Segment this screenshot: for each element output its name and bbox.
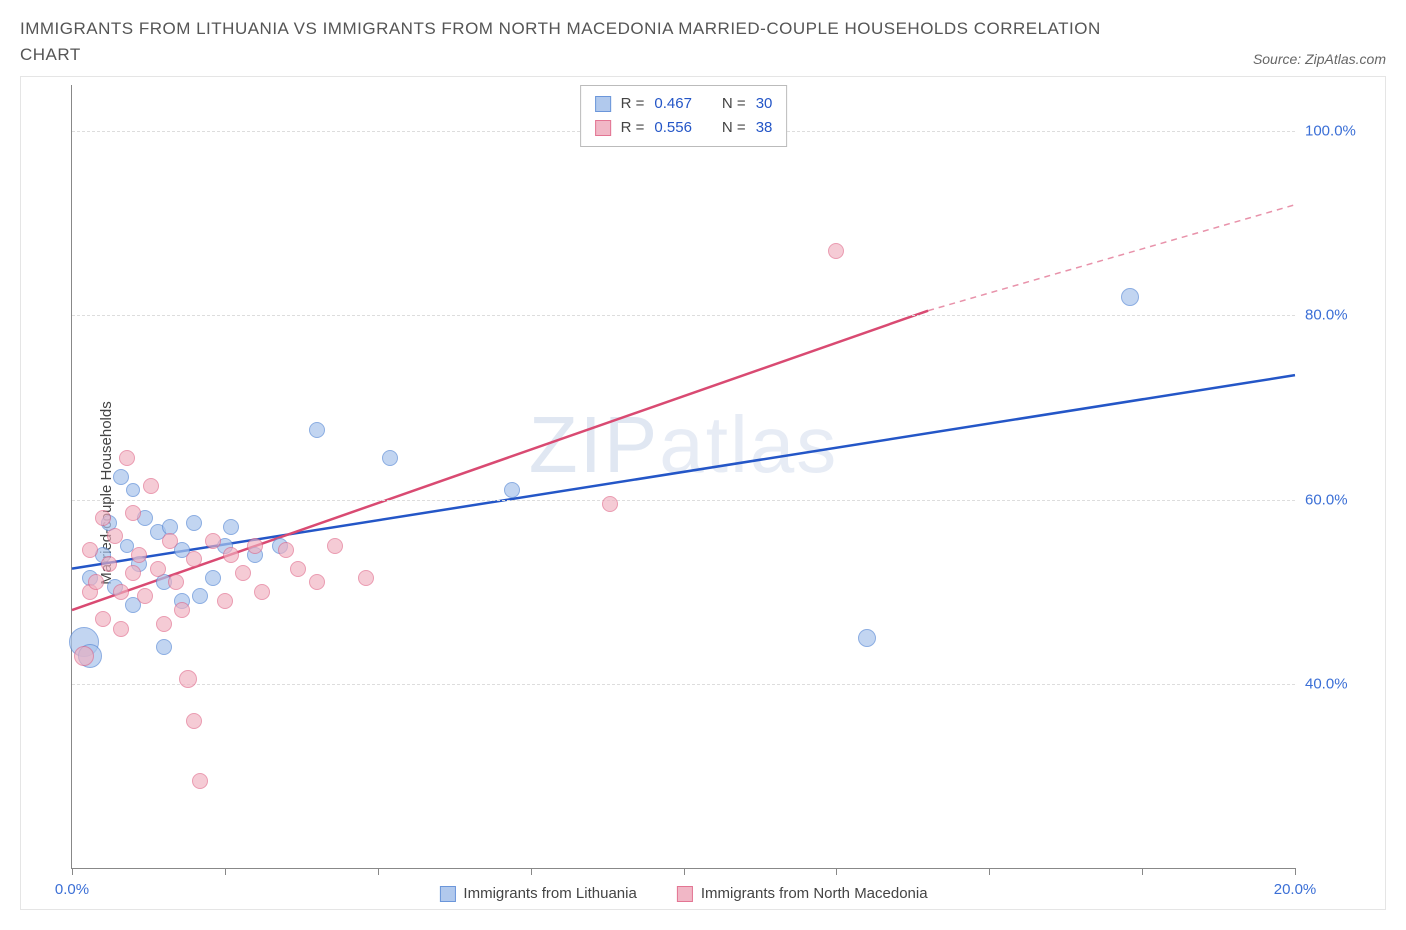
y-tick-label: 40.0% (1305, 675, 1375, 692)
legend-label-lithuania: Immigrants from Lithuania (463, 885, 636, 902)
data-point-north_macedonia (235, 565, 251, 581)
y-tick-label: 60.0% (1305, 491, 1375, 508)
stats-legend: R = 0.467 N = 30 R = 0.556 N = 38 (580, 85, 788, 147)
data-point-lithuania (1121, 288, 1139, 306)
data-point-lithuania (223, 519, 239, 535)
data-point-north_macedonia (162, 533, 178, 549)
data-point-north_macedonia (174, 602, 190, 618)
data-point-lithuania (126, 483, 140, 497)
x-tick-label: 20.0% (1274, 881, 1317, 898)
data-point-lithuania (192, 588, 208, 604)
n-value-lithuania: 30 (756, 92, 773, 116)
x-tick (225, 868, 226, 875)
stats-row-lithuania: R = 0.467 N = 30 (595, 92, 773, 116)
data-point-north_macedonia (186, 551, 202, 567)
data-point-north_macedonia (217, 593, 233, 609)
data-point-lithuania (858, 629, 876, 647)
data-point-north_macedonia (95, 510, 111, 526)
x-tick (72, 868, 73, 875)
gridline-h (72, 500, 1295, 501)
data-point-north_macedonia (168, 574, 184, 590)
stats-row-macedonia: R = 0.556 N = 38 (595, 116, 773, 140)
swatch-lithuania-icon (439, 886, 455, 902)
y-tick-label: 80.0% (1305, 307, 1375, 324)
data-point-north_macedonia (125, 505, 141, 521)
data-point-north_macedonia (150, 561, 166, 577)
swatch-lithuania (595, 96, 611, 112)
y-tick-label: 100.0% (1305, 123, 1375, 140)
chart-container: Married-couple Households ZIPatlas R = 0… (20, 76, 1386, 910)
data-point-north_macedonia (137, 588, 153, 604)
trend-line-north_macedonia (72, 311, 928, 610)
data-point-lithuania (205, 570, 221, 586)
x-tick (684, 868, 685, 875)
data-point-north_macedonia (131, 547, 147, 563)
data-point-north_macedonia (156, 616, 172, 632)
x-tick (378, 868, 379, 875)
r-value-lithuania: 0.467 (654, 92, 692, 116)
data-point-north_macedonia (125, 565, 141, 581)
data-point-north_macedonia (254, 584, 270, 600)
data-point-north_macedonia (309, 574, 325, 590)
x-tick (1295, 868, 1296, 875)
x-tick-label: 0.0% (55, 881, 89, 898)
watermark: ZIPatlas (529, 399, 838, 491)
data-point-north_macedonia (107, 528, 123, 544)
swatch-macedonia (595, 120, 611, 136)
x-tick (836, 868, 837, 875)
data-point-north_macedonia (223, 547, 239, 563)
chart-title: IMMIGRANTS FROM LITHUANIA VS IMMIGRANTS … (20, 16, 1120, 67)
n-value-macedonia: 38 (756, 116, 773, 140)
data-point-lithuania (382, 450, 398, 466)
x-tick (531, 868, 532, 875)
data-point-north_macedonia (205, 533, 221, 549)
data-point-north_macedonia (186, 713, 202, 729)
data-point-north_macedonia (179, 670, 197, 688)
data-point-north_macedonia (88, 574, 104, 590)
gridline-h (72, 315, 1295, 316)
legend-item-macedonia: Immigrants from North Macedonia (677, 885, 928, 902)
source-label: Source: ZipAtlas.com (1253, 51, 1386, 67)
data-point-north_macedonia (143, 478, 159, 494)
series-legend: Immigrants from Lithuania Immigrants fro… (439, 885, 927, 902)
swatch-macedonia-icon (677, 886, 693, 902)
data-point-north_macedonia (95, 611, 111, 627)
data-point-north_macedonia (74, 646, 94, 666)
data-point-north_macedonia (119, 450, 135, 466)
data-point-north_macedonia (247, 538, 263, 554)
x-tick (1142, 868, 1143, 875)
data-point-lithuania (156, 639, 172, 655)
trend-lines (72, 85, 1295, 868)
plot-area: ZIPatlas R = 0.467 N = 30 R = 0.556 N = … (71, 85, 1295, 869)
data-point-north_macedonia (278, 542, 294, 558)
data-point-north_macedonia (192, 773, 208, 789)
data-point-lithuania (113, 469, 129, 485)
data-point-north_macedonia (290, 561, 306, 577)
data-point-north_macedonia (602, 496, 618, 512)
data-point-north_macedonia (113, 584, 129, 600)
data-point-north_macedonia (327, 538, 343, 554)
data-point-lithuania (504, 482, 520, 498)
data-point-north_macedonia (828, 243, 844, 259)
data-point-north_macedonia (82, 542, 98, 558)
data-point-lithuania (309, 422, 325, 438)
data-point-lithuania (186, 515, 202, 531)
legend-item-lithuania: Immigrants from Lithuania (439, 885, 636, 902)
trend-line-dashed-north_macedonia (928, 205, 1295, 311)
gridline-h (72, 684, 1295, 685)
data-point-north_macedonia (113, 621, 129, 637)
data-point-north_macedonia (358, 570, 374, 586)
r-value-macedonia: 0.556 (654, 116, 692, 140)
legend-label-macedonia: Immigrants from North Macedonia (701, 885, 928, 902)
data-point-north_macedonia (101, 556, 117, 572)
x-tick (989, 868, 990, 875)
